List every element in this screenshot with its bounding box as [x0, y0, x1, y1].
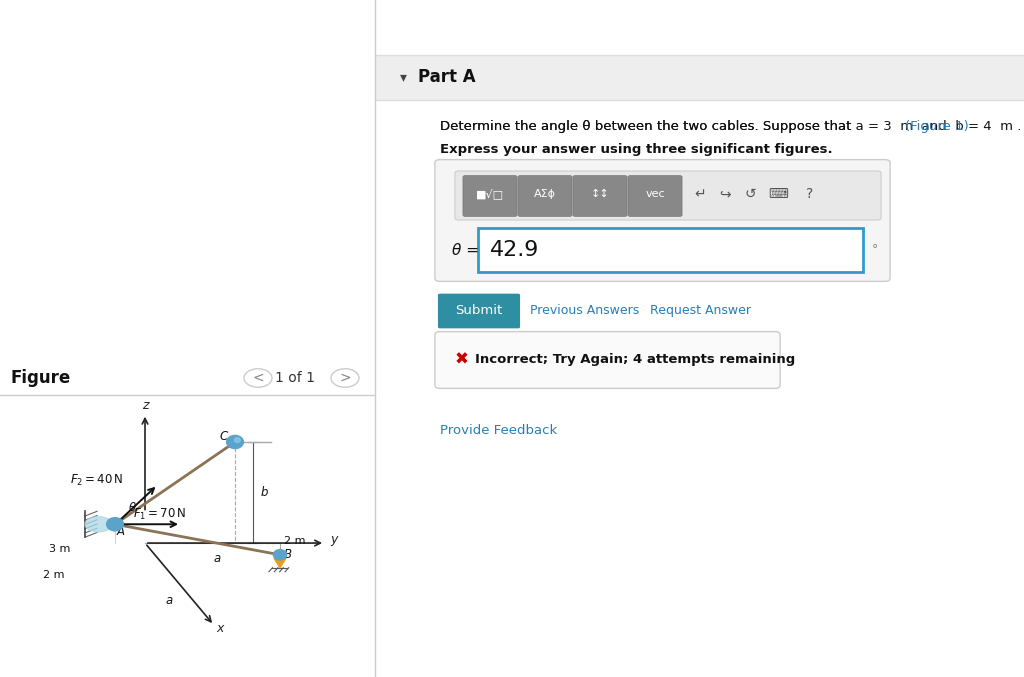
Text: ⌨: ⌨: [768, 187, 788, 201]
Text: B: B: [284, 548, 292, 561]
Text: θ =: θ =: [452, 242, 479, 257]
Text: ↵: ↵: [694, 187, 706, 201]
Circle shape: [226, 435, 244, 449]
Text: Express your answer using three significant figures.: Express your answer using three signific…: [440, 143, 833, 156]
Text: a: a: [214, 552, 221, 565]
Circle shape: [273, 550, 287, 560]
Text: 42.9: 42.9: [490, 240, 540, 260]
Text: Provide Feedback: Provide Feedback: [440, 424, 557, 437]
Text: vec: vec: [645, 189, 665, 199]
Text: x: x: [216, 622, 223, 635]
Text: A: A: [117, 525, 125, 538]
Text: ▾: ▾: [400, 70, 407, 84]
Text: 3 m: 3 m: [49, 544, 71, 554]
Text: z: z: [141, 399, 148, 412]
Text: Figure: Figure: [10, 369, 71, 387]
Text: ↪: ↪: [719, 187, 731, 201]
Text: ■√□: ■√□: [476, 189, 504, 199]
Text: °: °: [872, 244, 879, 257]
Text: y: y: [331, 533, 338, 546]
Text: Previous Answers: Previous Answers: [530, 305, 639, 318]
Text: Determine the angle θ between the two cables. Suppose that: Determine the angle θ between the two ca…: [440, 120, 856, 133]
Text: 1 of 1: 1 of 1: [275, 371, 315, 385]
Text: C: C: [220, 430, 228, 443]
Text: $\theta$: $\theta$: [128, 502, 136, 515]
Text: Submit: Submit: [456, 305, 503, 318]
Text: ✖: ✖: [455, 351, 469, 369]
Polygon shape: [274, 559, 286, 568]
Circle shape: [234, 438, 241, 443]
Text: 2 m: 2 m: [285, 536, 306, 546]
Text: ?: ?: [806, 187, 814, 201]
Ellipse shape: [85, 517, 112, 532]
Text: ↕↕: ↕↕: [591, 189, 609, 199]
Text: Determine the angle θ between the two cables. Suppose that a = 3  m  and  b = 4 : Determine the angle θ between the two ca…: [440, 120, 1024, 133]
Text: a: a: [166, 594, 173, 607]
Text: AΣϕ: AΣϕ: [534, 189, 556, 199]
Text: (Figure 1): (Figure 1): [905, 120, 969, 133]
Text: <: <: [252, 371, 264, 385]
Text: b: b: [260, 486, 268, 499]
Text: >: >: [339, 371, 351, 385]
Circle shape: [106, 518, 124, 531]
Text: 2 m: 2 m: [43, 570, 65, 580]
Text: ↺: ↺: [744, 187, 756, 201]
Text: Request Answer: Request Answer: [650, 305, 751, 318]
Text: Incorrect; Try Again; 4 attempts remaining: Incorrect; Try Again; 4 attempts remaini…: [475, 353, 796, 366]
Text: $F_1 = 70\,\mathrm{N}$: $F_1 = 70\,\mathrm{N}$: [133, 507, 186, 523]
Text: Part A: Part A: [418, 68, 475, 86]
Text: $F_2 = 40\,\mathrm{N}$: $F_2 = 40\,\mathrm{N}$: [70, 473, 123, 488]
